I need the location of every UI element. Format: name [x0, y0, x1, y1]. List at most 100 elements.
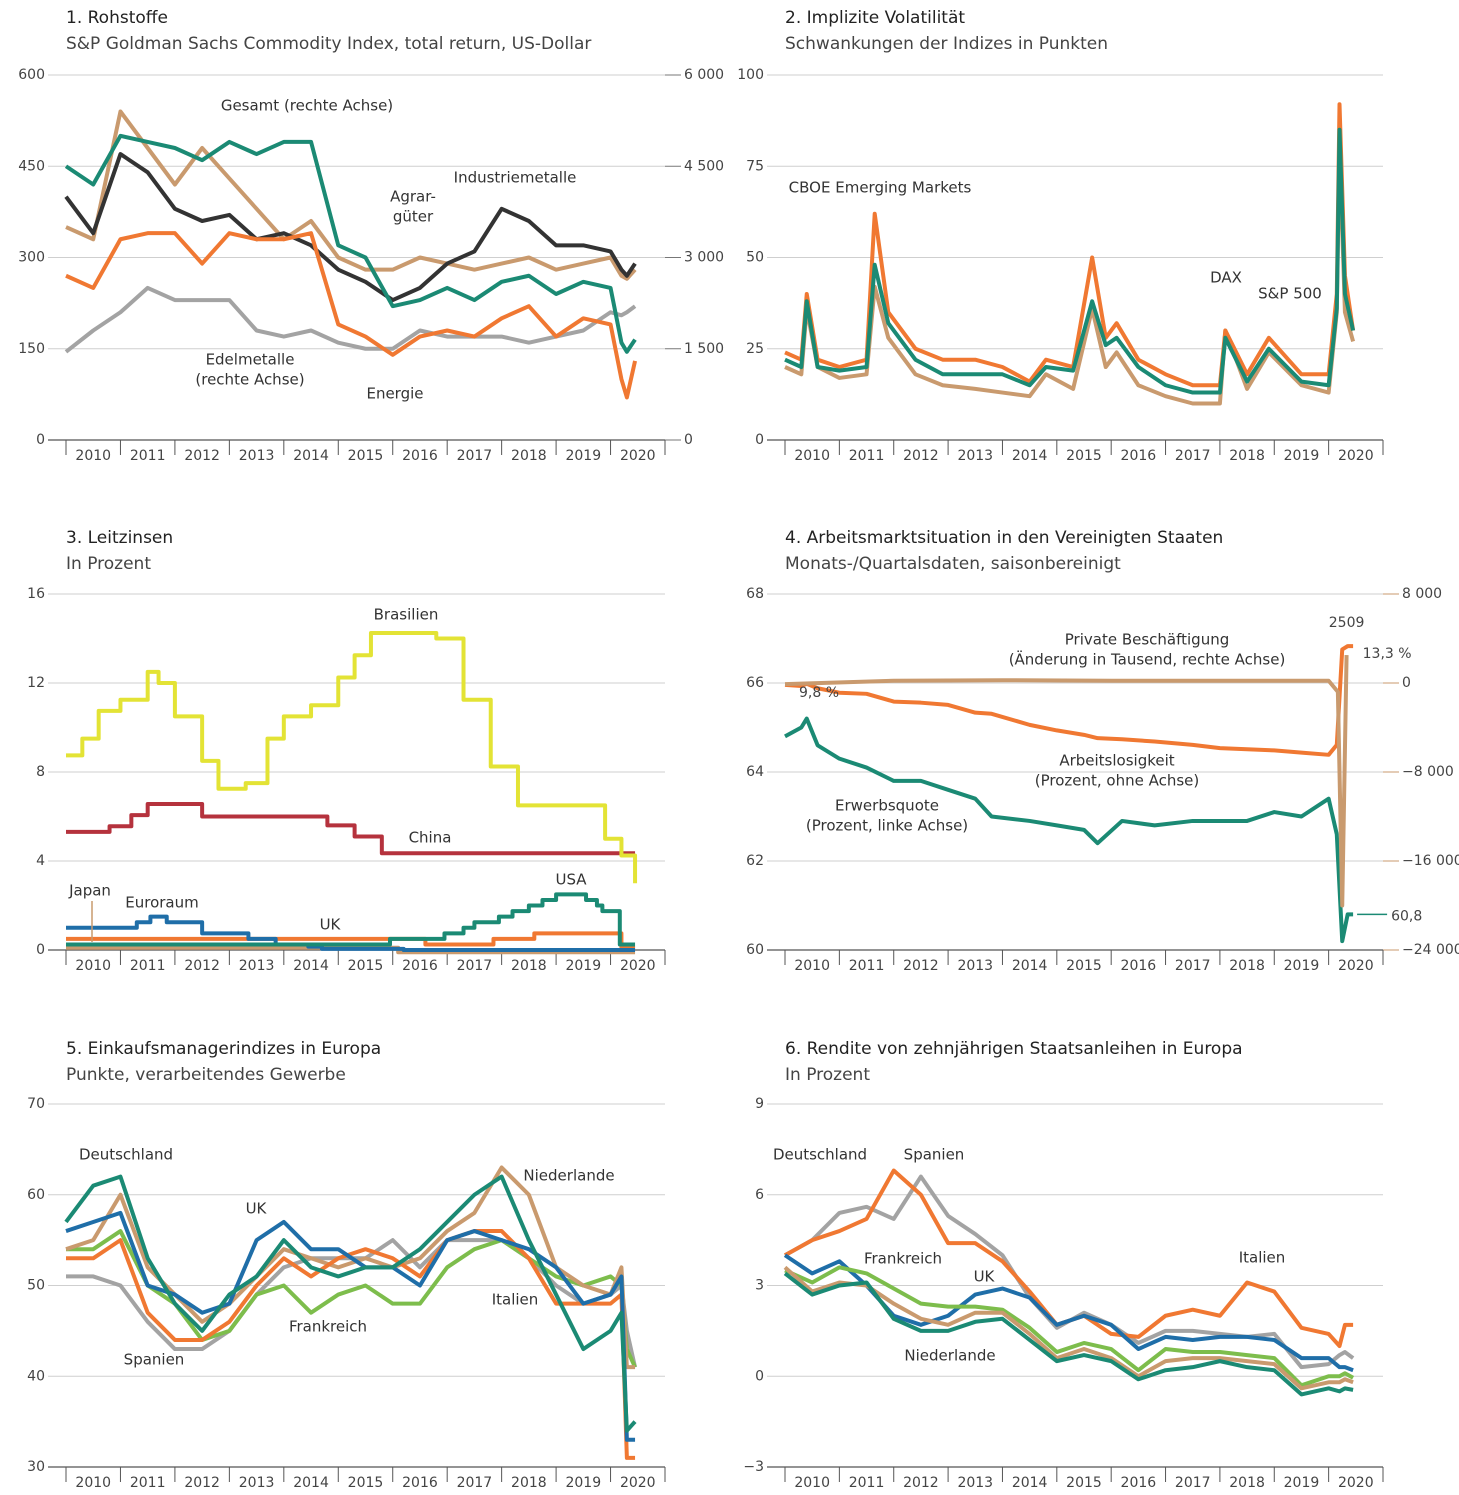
y-tick-label: 68	[746, 586, 764, 602]
chart-subtitle: Schwankungen der Indizes in Punkten	[785, 34, 1108, 54]
x-tick-label: 2014	[293, 448, 329, 464]
series-label: Frankreich	[864, 1250, 942, 1268]
x-tick-label: 2012	[903, 448, 939, 464]
series-label: S&P 500	[1258, 285, 1322, 303]
y-tick-label: 75	[746, 158, 764, 174]
y-tick-label: 70	[27, 1096, 45, 1112]
x-tick-label: 2010	[75, 448, 111, 464]
y-tick-label: 100	[737, 67, 764, 83]
x-tick-label: 2011	[130, 958, 166, 974]
x-tick-label: 2011	[130, 1475, 166, 1491]
x-tick-label: 2010	[75, 1475, 111, 1491]
x-tick-label: 2018	[511, 1475, 547, 1491]
series-label: Frankreich	[289, 1318, 367, 1336]
chart-subtitle: Punkte, verarbeitendes Gewerbe	[66, 1065, 346, 1085]
y-tick-label: 300	[18, 250, 45, 266]
x-tick-label: 2012	[903, 1475, 939, 1491]
x-tick-label: 2013	[239, 1475, 275, 1491]
x-tick-label: 2019	[1284, 1475, 1320, 1491]
x-tick-label: 2019	[565, 958, 601, 974]
x-tick-label: 2013	[957, 448, 993, 464]
series-label: Deutschland	[79, 1146, 173, 1164]
y2-tick-label: −8 000	[1402, 764, 1454, 780]
x-tick-label: 2015	[1066, 958, 1102, 974]
series-line	[66, 630, 638, 884]
x-tick-label: 2015	[348, 958, 384, 974]
y-tick-label: 66	[746, 675, 764, 691]
x-tick-label: 2020	[1338, 448, 1374, 464]
x-tick-label: 2017	[457, 448, 493, 464]
x-tick-label: 2017	[1175, 1475, 1211, 1491]
y2-tick-label: 1 500	[684, 341, 724, 357]
x-tick-label: 2020	[1338, 958, 1374, 974]
series-label: Arbeitslosigkeit	[1059, 752, 1174, 770]
y2-tick-label: −24 000	[1402, 942, 1459, 958]
x-tick-label: 2019	[1284, 958, 1320, 974]
y-tick-label: 25	[746, 341, 764, 357]
x-tick-label: 2017	[457, 958, 493, 974]
series-label: Niederlande	[523, 1167, 614, 1185]
x-tick-label: 2013	[239, 958, 275, 974]
series-label: Edelmetalle	[206, 351, 295, 369]
x-tick-label: 2016	[1121, 1475, 1157, 1491]
y-tick-label: 40	[27, 1368, 45, 1384]
y-tick-label: 8	[36, 764, 45, 780]
y-tick-label: 150	[18, 341, 45, 357]
series-line	[64, 152, 637, 303]
y-tick-label: 12	[27, 675, 45, 691]
x-tick-label: 2016	[402, 1475, 438, 1491]
series-label: Euroraum	[125, 894, 198, 912]
y-tick-label: 0	[755, 1368, 764, 1384]
x-tick-label: 2020	[620, 448, 656, 464]
value-label: 60,8	[1391, 908, 1422, 924]
series-line	[65, 109, 637, 281]
x-tick-label: 2013	[239, 448, 275, 464]
series-line	[65, 1165, 636, 1370]
series-line	[64, 285, 637, 354]
series-line	[65, 231, 638, 400]
x-tick-label: 2011	[849, 1475, 885, 1491]
chart-subtitle: In Prozent	[66, 554, 151, 574]
y-tick-label: 9	[755, 1096, 764, 1112]
series-label: Deutschland	[773, 1146, 867, 1164]
x-tick-label: 2020	[1338, 1475, 1374, 1491]
series-line	[783, 1271, 1354, 1397]
x-tick-label: 2011	[849, 448, 885, 464]
x-tick-label: 2014	[1012, 958, 1048, 974]
series-label: UK	[246, 1200, 268, 1218]
x-tick-label: 2013	[957, 958, 993, 974]
y-tick-label: 50	[27, 1278, 45, 1294]
series-label: Italien	[492, 1291, 539, 1309]
y-tick-label: 62	[746, 853, 764, 869]
series-label: Spanien	[124, 1351, 185, 1369]
series-line	[784, 127, 1356, 395]
x-tick-label: 2012	[184, 1475, 220, 1491]
y-tick-label: 0	[36, 942, 45, 958]
x-tick-label: 2012	[184, 448, 220, 464]
y-tick-label: 60	[746, 942, 764, 958]
series-label: Niederlande	[904, 1347, 995, 1365]
chart-title: 4. Arbeitsmarktsituation in den Vereinig…	[785, 528, 1223, 548]
x-tick-label: 2019	[565, 1475, 601, 1491]
y2-tick-label: 8 000	[1402, 586, 1442, 602]
y2-tick-label: −16 000	[1402, 853, 1459, 869]
y-tick-label: 450	[18, 158, 45, 174]
series-label: Erwerbsquote	[835, 797, 939, 815]
chart-subtitle: In Prozent	[785, 1065, 870, 1085]
chart-title: 3. Leitzinsen	[66, 528, 173, 548]
chart-title: 2. Implizite Volatilität	[785, 8, 965, 28]
series-line	[784, 655, 1349, 908]
series-label: Spanien	[904, 1146, 965, 1164]
x-tick-label: 2012	[903, 958, 939, 974]
series-label: UK	[974, 1268, 996, 1286]
series-label: Private Beschäftigung	[1065, 631, 1229, 649]
x-tick-label: 2020	[620, 958, 656, 974]
x-tick-label: 2016	[402, 448, 438, 464]
x-tick-label: 2010	[75, 958, 111, 974]
chart-subtitle: S&P Goldman Sachs Commodity Index, total…	[66, 34, 591, 54]
series-label: (Prozent, ohne Achse)	[1035, 772, 1200, 790]
series-label: (Änderung in Tausend, rechte Achse)	[1009, 650, 1286, 669]
y2-tick-label: 3 000	[684, 250, 724, 266]
y-tick-label: 16	[27, 586, 45, 602]
